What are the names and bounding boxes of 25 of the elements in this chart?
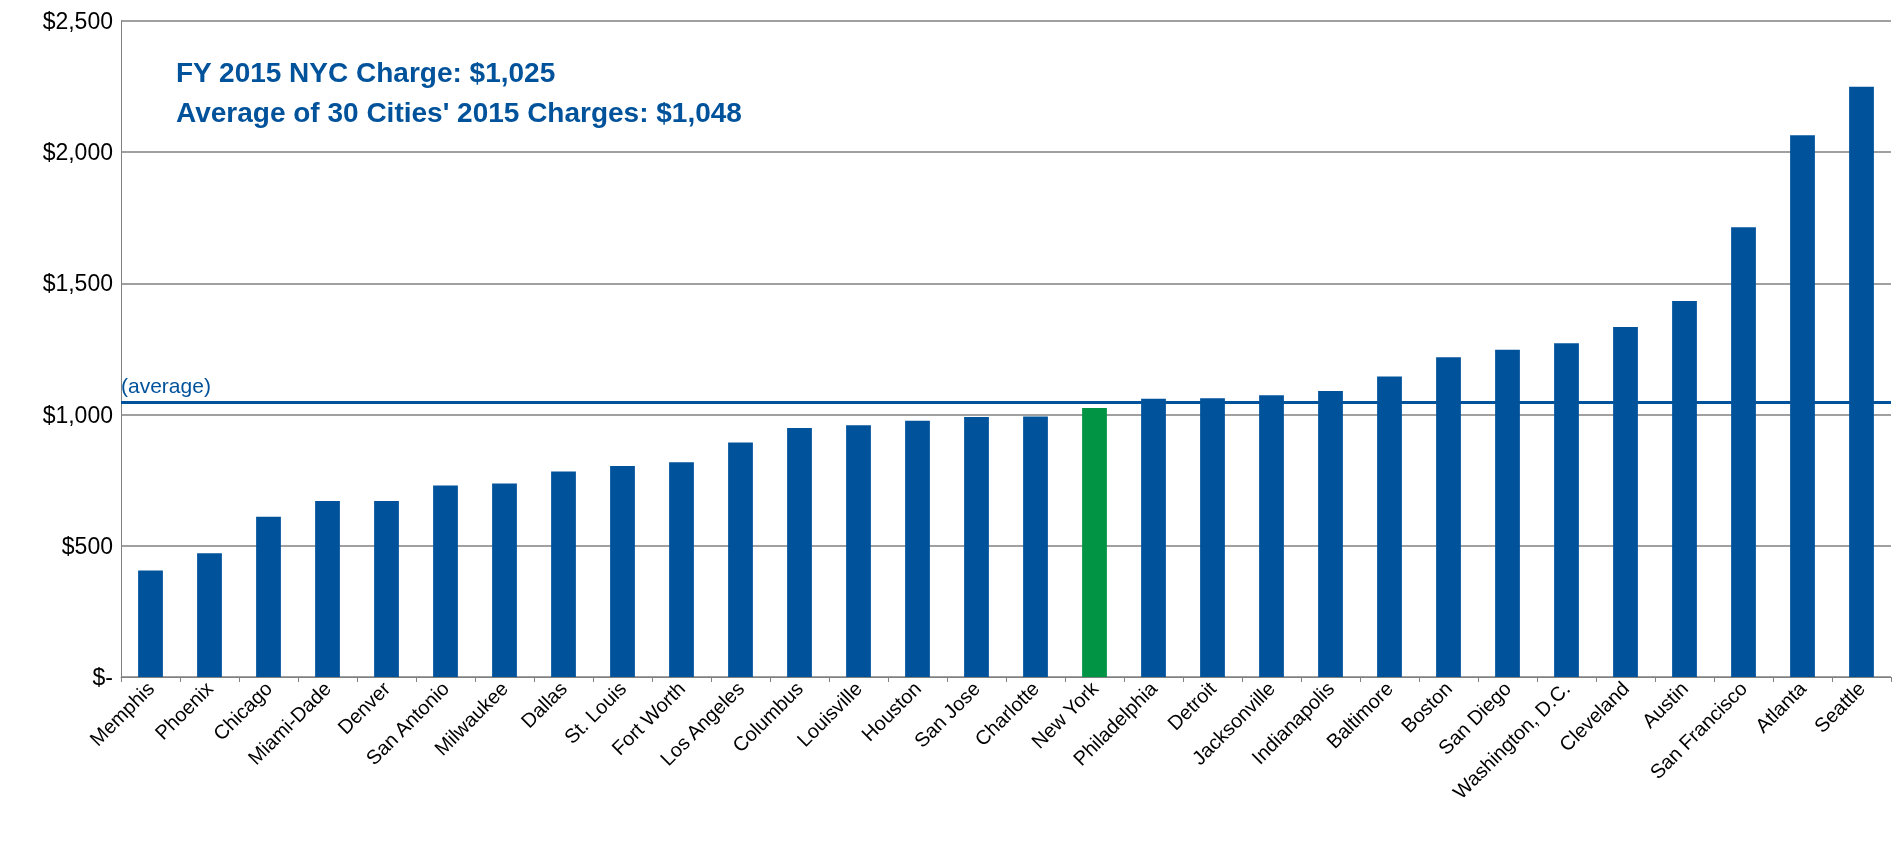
bar — [787, 427, 812, 677]
bar — [315, 500, 340, 677]
bar — [669, 462, 694, 677]
bar — [610, 466, 635, 677]
y-tick-label: $2,000 — [42, 139, 113, 166]
annotation: Average of 30 Cities' 2015 Charges: $1,048 — [176, 96, 742, 128]
bar — [728, 442, 753, 677]
y-tick-label: $1,000 — [42, 401, 113, 428]
ref-line-label: (average) — [121, 374, 211, 397]
y-tick-label: $500 — [61, 532, 113, 559]
bar — [492, 483, 517, 677]
bar — [433, 485, 458, 677]
bar — [197, 553, 222, 677]
bar — [846, 425, 871, 677]
bar — [551, 471, 576, 677]
y-tick-label: $1,500 — [42, 270, 113, 297]
annotation: FY 2015 NYC Charge: $1,025 — [176, 56, 556, 88]
bar — [1082, 408, 1107, 677]
y-tick-label: $2,500 — [42, 8, 113, 34]
bar — [256, 516, 281, 677]
bar — [1023, 416, 1048, 677]
bar — [905, 420, 930, 677]
bar — [374, 500, 399, 677]
bar — [138, 570, 163, 677]
bar — [964, 416, 989, 677]
